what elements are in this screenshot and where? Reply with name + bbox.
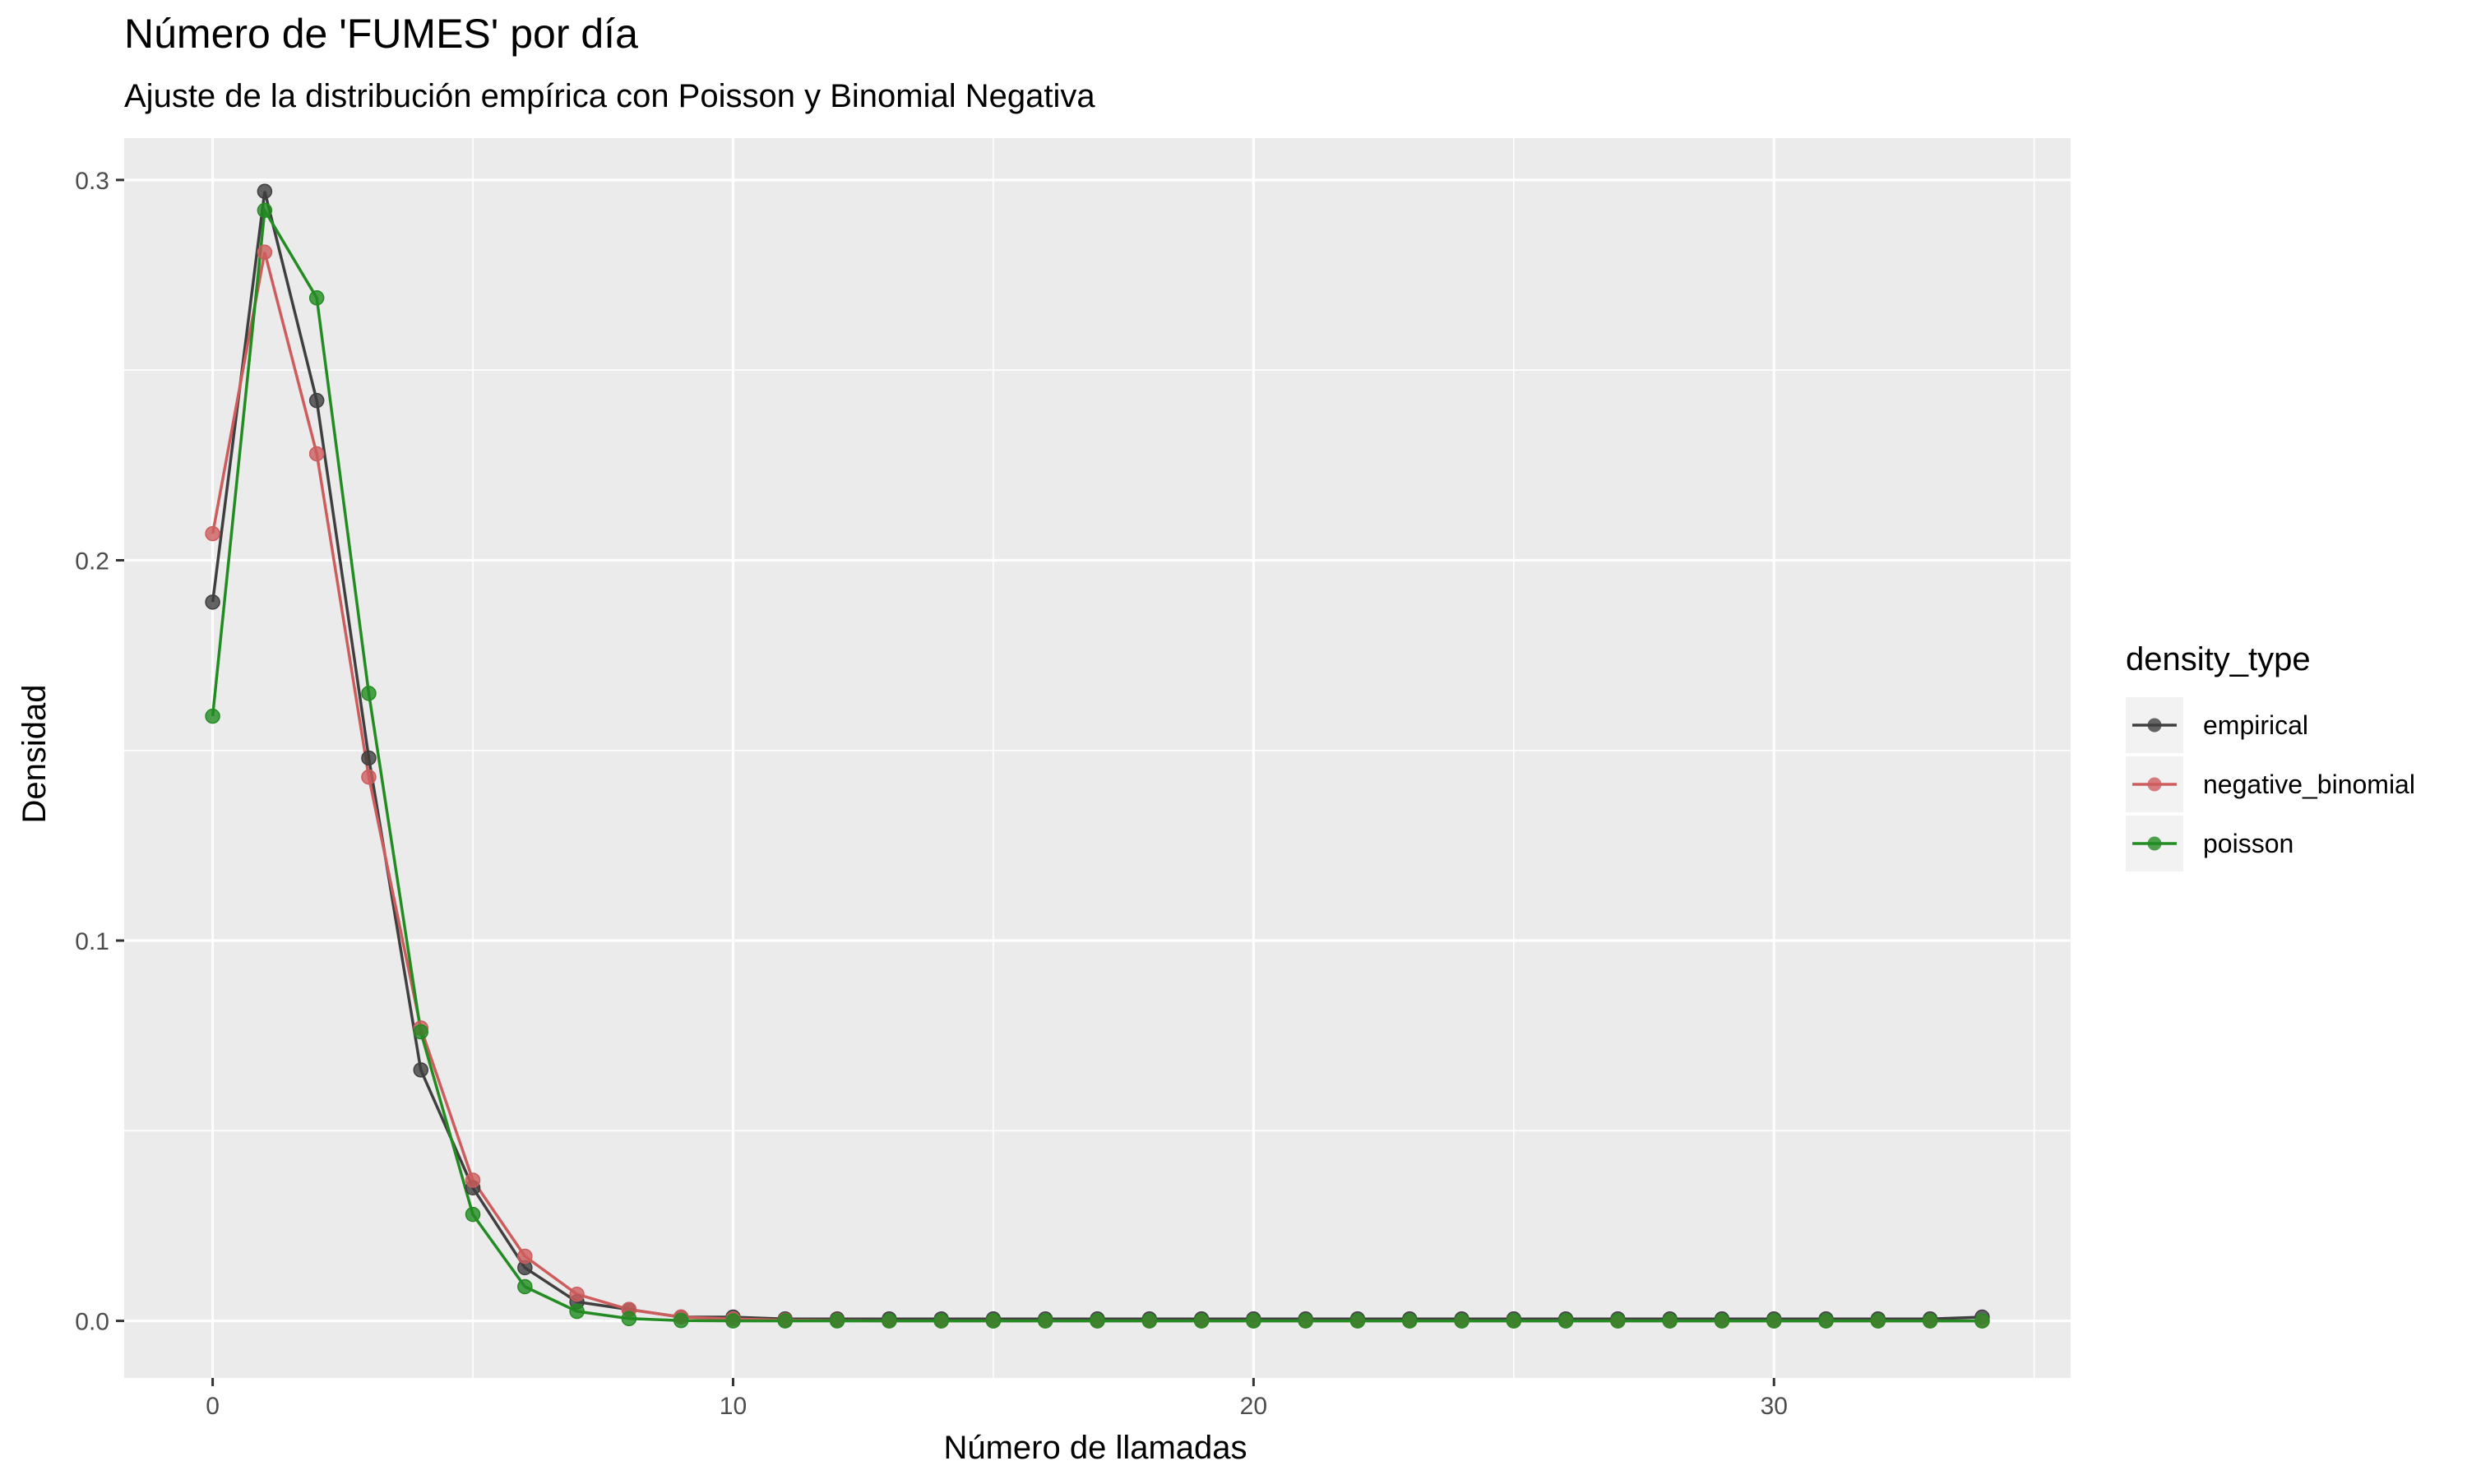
data-point-negative_binomial (361, 769, 377, 785)
y-tick-label: 0.3 (75, 168, 109, 195)
axes: 0 10 20 30 0.0 0.1 0.2 0.3 (75, 168, 1788, 1420)
data-point-poisson (725, 1313, 741, 1329)
x-tick-label: 10 (720, 1393, 747, 1420)
data-point-poisson (1090, 1313, 1105, 1329)
data-point-poisson (1193, 1313, 1210, 1329)
data-point-negative_binomial (257, 244, 273, 261)
data-point-poisson (1610, 1313, 1626, 1329)
legend-title: density_type (2126, 641, 2311, 677)
chart-title: Número de 'FUMES' por día (124, 11, 638, 57)
legend-label-poisson: poisson (2203, 829, 2293, 858)
data-point-poisson (1662, 1313, 1678, 1329)
data-point-empirical (413, 1062, 428, 1078)
y-tick-label: 0.1 (75, 928, 109, 955)
data-point-empirical (361, 750, 377, 766)
data-point-poisson (1922, 1313, 1938, 1329)
data-point-poisson (1974, 1313, 1990, 1329)
y-axis-label: Densidad (16, 684, 53, 823)
data-point-poisson (257, 202, 273, 219)
data-point-poisson (1714, 1313, 1730, 1329)
data-point-poisson (1298, 1313, 1313, 1329)
data-point-poisson (361, 686, 377, 701)
x-axis-label: Número de llamadas (943, 1430, 1247, 1466)
data-point-poisson (777, 1313, 794, 1329)
data-point-poisson (1818, 1313, 1834, 1329)
data-point-poisson (1401, 1313, 1418, 1329)
data-point-empirical (308, 392, 325, 409)
data-point-poisson (673, 1312, 689, 1329)
plot-panel (124, 138, 2071, 1378)
data-point-empirical (205, 594, 220, 610)
data-point-poisson (205, 708, 220, 724)
data-point-poisson (1454, 1313, 1470, 1329)
data-point-poisson (517, 1278, 533, 1295)
legend-key-point (2147, 777, 2162, 792)
data-point-poisson (829, 1313, 845, 1329)
data-point-poisson (569, 1303, 585, 1320)
legend-key-point (2147, 718, 2162, 733)
legend-label-empirical: empirical (2203, 710, 2308, 740)
data-point-poisson (985, 1313, 1002, 1329)
data-point-poisson (621, 1311, 637, 1327)
data-point-poisson (1246, 1313, 1261, 1329)
data-point-poisson (1506, 1313, 1522, 1329)
data-point-poisson (882, 1313, 897, 1329)
data-point-poisson (308, 290, 325, 306)
data-point-negative_binomial (569, 1286, 585, 1302)
data-point-poisson (933, 1313, 949, 1329)
chart-subtitle: Ajuste de la distribución empírica con P… (124, 78, 1095, 114)
x-tick-label: 0 (206, 1393, 220, 1420)
data-point-poisson (1141, 1313, 1158, 1329)
data-point-negative_binomial (308, 446, 325, 462)
legend-key-point (2147, 836, 2162, 851)
data-point-poisson (1557, 1313, 1574, 1329)
data-layer (205, 183, 1990, 1329)
y-tick-label: 0.0 (75, 1309, 109, 1336)
data-point-poisson (465, 1206, 481, 1223)
x-tick-label: 20 (1240, 1393, 1267, 1420)
data-point-empirical (257, 183, 273, 200)
data-point-negative_binomial (205, 525, 220, 542)
data-point-poisson (1349, 1313, 1366, 1329)
y-tick-label: 0.2 (75, 548, 109, 575)
x-tick-label: 30 (1761, 1393, 1788, 1420)
data-point-negative_binomial (517, 1248, 533, 1264)
data-point-poisson (1870, 1313, 1886, 1329)
grid-lines (124, 138, 2071, 1378)
data-point-poisson (1037, 1313, 1053, 1329)
data-point-poisson (413, 1024, 428, 1040)
legend-label-negative_binomial: negative_binomial (2203, 770, 2415, 799)
data-point-poisson (1766, 1313, 1782, 1329)
data-point-negative_binomial (465, 1172, 481, 1188)
